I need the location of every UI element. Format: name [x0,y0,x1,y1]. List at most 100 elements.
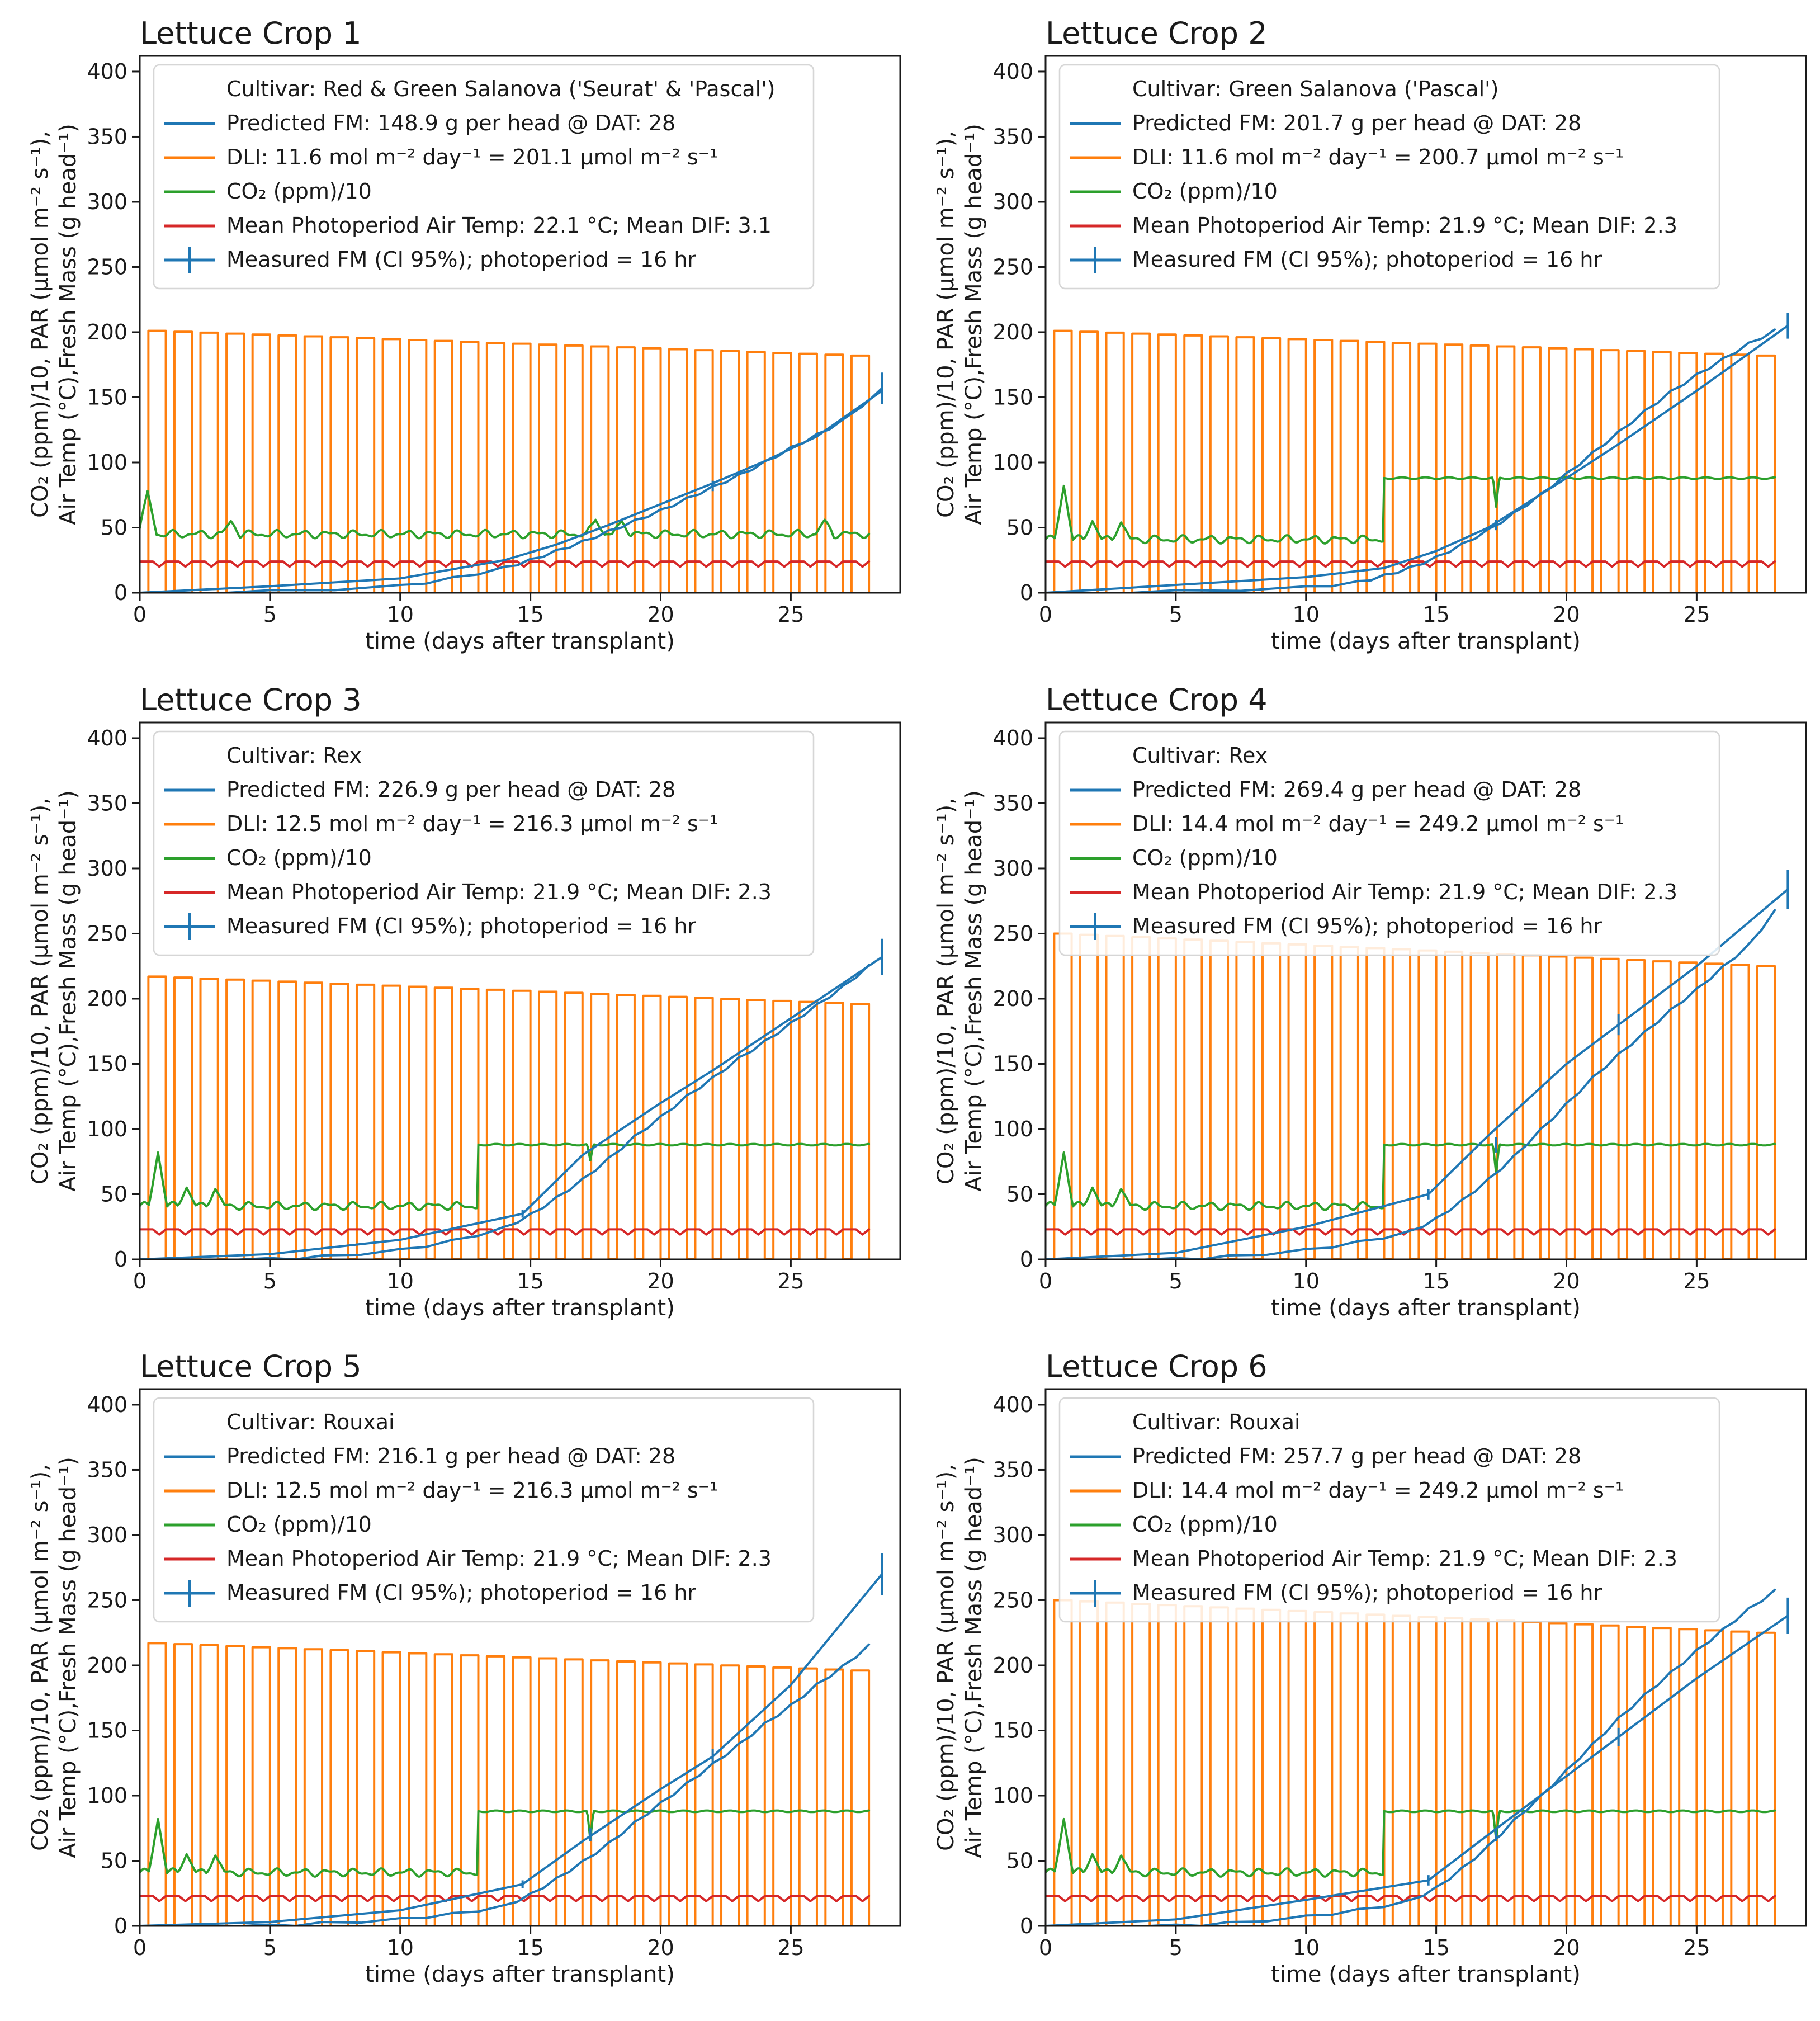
y-tick-label: 100 [992,450,1033,475]
panel-title: Lettuce Crop 1 [140,16,362,51]
legend-dli: DLI: 11.6 mol m⁻² day⁻¹ = 200.7 µmol m⁻²… [1132,145,1624,169]
y-axis-label-line1: CO₂ (ppm)/10, PAR (µmol m⁻² s⁻¹), [933,1464,959,1851]
y-tick-label: 350 [87,791,127,815]
y-tick-label: 350 [992,1457,1033,1482]
x-tick-label: 20 [1553,1269,1580,1293]
y-axis-label-line1: CO₂ (ppm)/10, PAR (µmol m⁻² s⁻¹), [933,131,959,518]
y-tick-label: 350 [87,1457,127,1482]
panel-crop-4: Lettuce Crop 4 0 5 10 15 20 25050100150200250… [933,682,1807,1321]
par-line [1046,329,1776,593]
y-tick-label: 350 [992,791,1033,815]
legend: Cultivar: Rouxai Predicted FM: 257.7 g p… [1058,1397,1720,1623]
legend-cultivar: Cultivar: Green Salanova ('Pascal') [1132,77,1498,101]
plot-frame [1044,1388,1807,1927]
legend-dli: DLI: 11.6 mol m⁻² day⁻¹ = 201.1 µmol m⁻²… [226,145,718,169]
x-tick-label: 20 [647,1935,674,1960]
legend-predicted-fm: Predicted FM: 257.7 g per head @ DAT: 28 [1132,1444,1581,1468]
y-axis-label-line2: Air Temp (°C),Fresh Mass (g head⁻¹) [55,790,81,1192]
y-tick-label: 300 [992,190,1033,214]
measured-fm-line [140,1643,871,1926]
measured-fm-line [1046,909,1776,1259]
legend: Cultivar: Rouxai Predicted FM: 216.1 g p… [153,1397,815,1623]
legend-predicted-fm: Predicted FM: 201.7 g per head @ DAT: 28 [1132,111,1581,135]
x-tick-label: 10 [387,602,414,627]
legend-box [1058,730,1720,956]
legend-box [1058,64,1720,290]
y-tick-label: 50 [1006,515,1033,540]
y-tick-label: 150 [87,1051,127,1076]
co2-line [1046,476,1776,545]
y-tick-label: 100 [992,1117,1033,1141]
legend: Cultivar: Green Salanova ('Pascal') Pred… [1058,64,1720,290]
x-axis-label: time (days after transplant) [1271,1295,1581,1321]
y-axis-label-line1: CO₂ (ppm)/10, PAR (µmol m⁻² s⁻¹), [933,797,959,1184]
x-tick-label: 10 [1293,602,1320,627]
x-tick-label: 20 [1553,1935,1580,1960]
panel-crop-6: Lettuce Crop 6 0 5 10 15 20 25050100150200250… [933,1349,1807,1987]
co2-line [140,1809,871,1878]
legend-co2: CO₂ (ppm)/10 [1132,179,1278,204]
legend-co2: CO₂ (ppm)/10 [1132,846,1278,870]
x-tick-label: 0 [1039,602,1052,627]
x-tick-label: 0 [1039,1269,1052,1293]
par-line [1046,932,1776,1259]
measured-fm-line [140,387,883,593]
y-tick-label: 250 [992,254,1033,279]
legend-box [153,64,815,290]
x-tick-label: 20 [647,1269,674,1293]
y-tick-label: 0 [114,1247,127,1272]
legend-co2: CO₂ (ppm)/10 [226,846,372,870]
legend-air-temp: Mean Photoperiod Air Temp: 22.1 °C; Mean… [226,213,772,238]
x-tick-label: 10 [1293,1935,1320,1960]
legend-cultivar: Cultivar: Red & Green Salanova ('Seurat'… [226,77,775,101]
x-tick-label: 5 [1169,1269,1183,1293]
y-tick-label: 100 [992,1783,1033,1808]
panel-title: Lettuce Crop 2 [1046,16,1268,51]
panel-title: Lettuce Crop 6 [1046,1349,1268,1384]
par-line [1046,1599,1776,1926]
predicted-fm-line [140,956,883,1259]
y-tick-label: 50 [101,515,127,540]
legend-air-temp: Mean Photoperiod Air Temp: 21.9 °C; Mean… [226,880,772,904]
legend-measured-fm: Measured FM (CI 95%); photoperiod = 16 h… [1132,247,1602,272]
panel-title: Lettuce Crop 5 [140,1349,362,1384]
plot-frame [1044,55,1807,594]
legend-dli: DLI: 12.5 mol m⁻² day⁻¹ = 216.3 µmol m⁻²… [226,1478,718,1503]
x-tick-label: 25 [1683,602,1710,627]
y-tick-label: 0 [1020,1247,1033,1272]
plot-area [1046,1588,1789,1926]
legend-cultivar: Cultivar: Rex [226,743,362,768]
predicted-fm-line [1046,888,1789,1259]
x-tick-label: 15 [1422,1935,1449,1960]
y-tick-label: 50 [1006,1182,1033,1206]
co2-line [1046,1809,1776,1878]
legend-air-temp: Mean Photoperiod Air Temp: 21.9 °C; Mean… [226,1546,772,1571]
y-tick-label: 200 [87,1653,127,1678]
y-axis-label-line1: CO₂ (ppm)/10, PAR (µmol m⁻² s⁻¹), [27,1464,53,1851]
x-tick-label: 5 [263,1269,277,1293]
legend: Cultivar: Rex Predicted FM: 269.4 g per … [1058,730,1720,956]
y-axis-label-line2: Air Temp (°C),Fresh Mass (g head⁻¹) [55,1457,81,1858]
y-axis-label-line2: Air Temp (°C),Fresh Mass (g head⁻¹) [961,124,987,525]
x-tick-label: 0 [133,1269,146,1293]
panel-crop-1: Lettuce Crop 1 0 5 10 15 20 25050100150200250… [27,16,901,654]
legend-predicted-fm: Predicted FM: 216.1 g per head @ DAT: 28 [226,1444,675,1468]
panel-title: Lettuce Crop 4 [1046,682,1268,717]
y-tick-label: 300 [992,856,1033,881]
legend-predicted-fm: Predicted FM: 226.9 g per head @ DAT: 28 [226,777,675,802]
y-axis-label-line2: Air Temp (°C),Fresh Mass (g head⁻¹) [961,790,987,1192]
legend-measured-fm: Measured FM (CI 95%); photoperiod = 16 h… [226,1580,696,1605]
legend-measured-fm: Measured FM (CI 95%); photoperiod = 16 h… [226,914,696,938]
y-axis-label-line1: CO₂ (ppm)/10, PAR (µmol m⁻² s⁻¹), [27,131,53,518]
legend: Cultivar: Rex Predicted FM: 226.9 g per … [153,730,815,956]
y-tick-label: 100 [87,1783,127,1808]
x-tick-label: 10 [387,1269,414,1293]
predicted-fm-line [140,1573,883,1926]
y-tick-label: 200 [992,986,1033,1011]
x-tick-label: 5 [263,1935,277,1960]
co2-line [140,490,871,540]
plot-frame [1044,721,1807,1260]
measured-fm-line [1046,328,1776,593]
y-axis-label-line2: Air Temp (°C),Fresh Mass (g head⁻¹) [961,1457,987,1858]
